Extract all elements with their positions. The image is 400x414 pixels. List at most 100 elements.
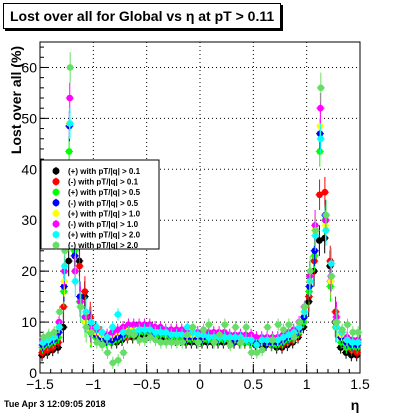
data-point [237,339,245,346]
data-point [344,321,351,328]
data-point [290,334,298,341]
data-point [98,341,106,349]
data-point [194,331,202,339]
series-8 [39,52,363,369]
grid [40,42,360,373]
data-point [221,321,229,328]
data-point [226,334,234,341]
x-tick-label: 1 [303,376,311,392]
data-point [125,321,132,328]
data-point [178,331,186,339]
data-point [130,331,138,339]
y-tick-label: 50 [21,110,37,126]
x-tick-label: −1 [85,376,101,392]
data-point [349,328,357,336]
data-point [65,148,73,155]
legend-entry: (-) with pT/|q| > 0.5 [68,199,139,208]
data-point [316,237,323,244]
data-point [205,321,213,328]
data-point [205,334,212,341]
y-tick-label: 40 [21,161,37,177]
y-axis-title: Lost over all (%) [8,46,24,154]
data-point [120,328,127,336]
data-point [88,328,95,336]
data-point [146,326,154,334]
data-point [253,341,260,349]
data-point [76,262,83,270]
data-point [269,336,277,344]
data-point [50,328,58,336]
y-tick-label: 20 [21,263,37,279]
data-point [354,328,362,336]
data-point [168,331,175,339]
legend-entry: (+) with pT/|q| > 0.5 [68,188,141,197]
data-point [221,334,228,341]
legend-entry: (-) with pT/|q| > 2.0 [68,241,139,250]
data-points [38,52,363,369]
x-axis-title: η [351,397,360,413]
data-point [248,349,255,356]
data-point [317,135,324,143]
data-point [114,311,122,318]
data-point [66,120,74,127]
y-tick-label: 30 [21,212,37,228]
data-point [354,339,362,346]
data-point [173,339,181,346]
legend-entry: (+) with pT/|q| > 1.0 [68,209,141,218]
data-point [232,323,239,331]
legend-entry: (-) with pT/|q| > 1.0 [68,220,139,229]
x-tick-label: 1.5 [350,376,370,392]
data-point [242,323,250,331]
data-point [157,339,165,346]
data-point [98,328,106,336]
data-point [280,334,287,341]
data-point [216,331,223,339]
data-point [349,339,356,346]
data-point [45,331,53,339]
data-point [322,211,330,219]
data-point [66,64,74,71]
data-point [194,339,202,346]
data-point [104,334,111,341]
y-tick-label: 0 [29,365,37,381]
x-tick-label: 0.5 [244,376,264,392]
data-point [168,339,175,346]
data-point [184,323,191,331]
data-point [141,336,149,344]
data-point [253,334,260,341]
data-point [184,331,191,339]
data-point [178,339,186,346]
data-point [232,334,239,341]
data-point [306,267,314,275]
data-point [280,326,287,334]
data-point [317,104,324,112]
data-point [189,323,197,331]
data-point [317,84,325,92]
data-point [40,334,47,341]
data-point [77,303,85,311]
data-point [274,321,282,328]
data-point [248,336,255,344]
data-point [120,349,127,356]
legend-box [40,159,160,250]
data-point [210,339,218,346]
data-point [274,336,282,344]
data-point [264,323,271,331]
data-point [56,323,63,331]
legend-entry: (+) with pT/|q| > 0.1 [68,167,141,176]
data-point [285,331,292,339]
legend-entry: (+) with pT/|q| > 2.0 [68,231,141,240]
x-tick-label: −0.5 [133,376,161,392]
data-point [162,328,170,336]
data-point [328,272,335,280]
data-point [258,346,266,354]
data-point [321,234,328,242]
data-point [66,94,74,102]
x-tick-labels: −1.5 −1 −0.5 0 0.5 1 1.5 [26,376,370,392]
y-tick-labels: 0 10 20 30 40 50 60 [21,59,37,381]
data-point [65,257,72,265]
data-point [81,288,89,295]
data-point [316,148,324,155]
data-point [338,326,346,334]
